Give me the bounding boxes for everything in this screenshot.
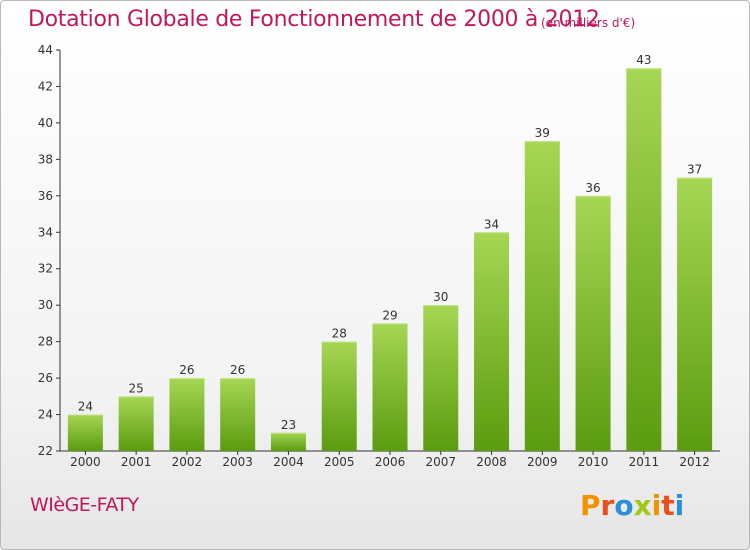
- x-tick-label: 2011: [629, 455, 660, 469]
- x-tick-label: 2010: [578, 455, 609, 469]
- proxiti-logo: Proxiti: [580, 489, 684, 522]
- bar: [169, 378, 205, 451]
- x-tick-label: 2001: [121, 455, 152, 469]
- logo-letter: i: [675, 489, 685, 522]
- bar: [321, 341, 357, 451]
- chart-title: Dotation Globale de Fonctionnement de 20…: [28, 7, 600, 32]
- chart-subtitle: (en milliers d'€): [541, 16, 636, 30]
- svg-text:Proxiti: Proxiti: [580, 489, 684, 522]
- x-tick-label: 2006: [375, 455, 406, 469]
- x-tick-label: 2012: [679, 455, 710, 469]
- data-label: 36: [585, 181, 600, 195]
- commune-name: WIèGE-FATY: [30, 494, 139, 516]
- y-tick-label: 24: [38, 408, 53, 422]
- data-label: 37: [687, 163, 702, 177]
- y-tick-label: 22: [38, 444, 53, 458]
- y-tick-label: 26: [38, 371, 53, 385]
- data-label: 30: [433, 290, 448, 304]
- y-tick-label: 42: [38, 79, 53, 93]
- logo-letter: t: [661, 489, 674, 522]
- x-tick-label: 2008: [476, 455, 507, 469]
- y-tick-label: 32: [38, 262, 53, 276]
- y-tick-label: 30: [38, 298, 53, 312]
- bar: [626, 68, 662, 452]
- bar: [118, 396, 154, 451]
- data-label: 34: [484, 217, 499, 231]
- x-tick-label: 2000: [70, 455, 101, 469]
- bar: [372, 323, 408, 451]
- y-tick-label: 28: [38, 335, 53, 349]
- bar: [270, 432, 306, 451]
- data-label: 26: [179, 363, 194, 377]
- bars: [67, 68, 713, 452]
- data-label: 43: [636, 53, 651, 67]
- data-label: 25: [129, 381, 144, 395]
- bar: [423, 305, 459, 451]
- bar: [67, 414, 103, 451]
- bar: [220, 378, 256, 451]
- bar: [474, 232, 510, 451]
- logo-letter: P: [580, 489, 601, 522]
- y-tick-label: 40: [38, 116, 53, 130]
- data-label: 23: [281, 418, 296, 432]
- y-tick-label: 44: [38, 43, 53, 57]
- x-tick-label: 2003: [222, 455, 253, 469]
- logo-letter: i: [652, 489, 662, 522]
- data-label: 39: [535, 126, 550, 140]
- data-label: 24: [78, 400, 93, 414]
- x-tick-label: 2007: [425, 455, 456, 469]
- bar: [677, 177, 713, 451]
- data-label: 26: [230, 363, 245, 377]
- data-label: 28: [332, 327, 347, 341]
- data-label: 29: [382, 308, 397, 322]
- x-tick-label: 2009: [527, 455, 558, 469]
- y-tick-label: 36: [38, 189, 53, 203]
- bar: [524, 141, 560, 452]
- x-tick-label: 2005: [324, 455, 355, 469]
- x-tick-label: 2002: [172, 455, 203, 469]
- y-tick-label: 38: [38, 152, 53, 166]
- logo-letter: r: [601, 489, 615, 522]
- logo-letter: o: [614, 489, 633, 522]
- logo-letter: x: [634, 489, 652, 522]
- x-tick-label: 2004: [273, 455, 304, 469]
- y-tick-label: 34: [38, 225, 53, 239]
- bar: [575, 195, 611, 451]
- data-labels: 24 25 26 26 23 28 29 30 34 39 36 43 37: [78, 53, 703, 432]
